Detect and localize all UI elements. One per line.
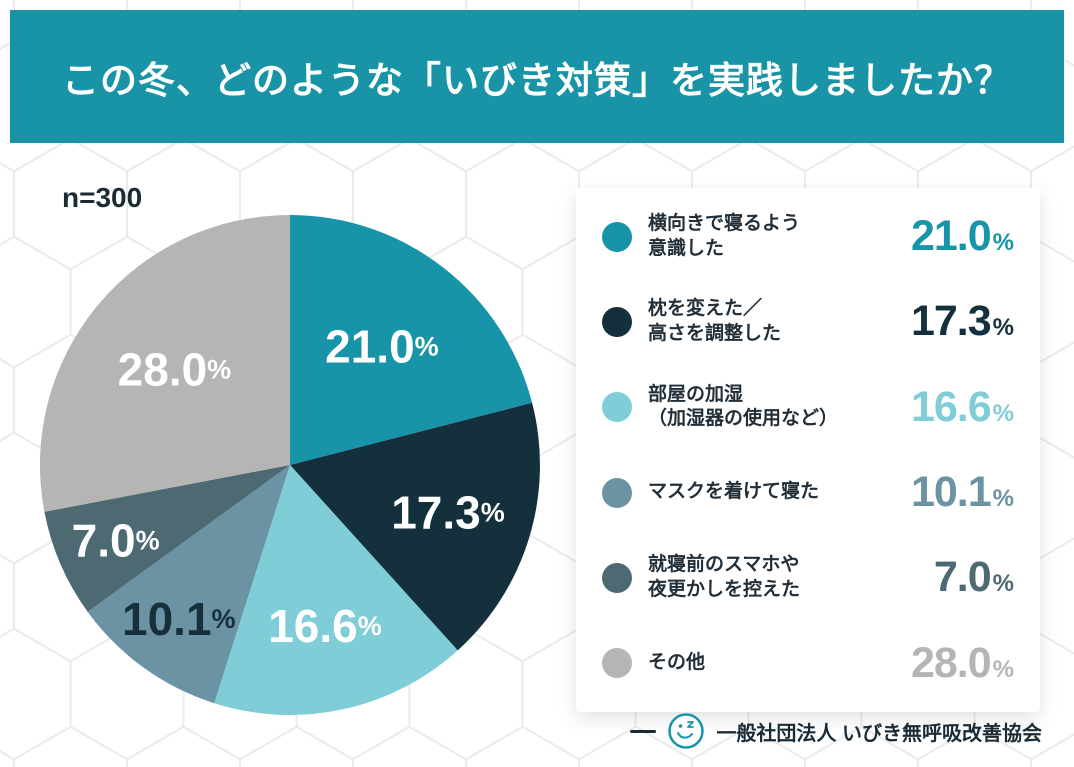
pie-slice-label: 17.3% (391, 487, 505, 539)
legend-percent-symbol: % (992, 399, 1014, 427)
legend-percent-number: 10.1 (910, 468, 992, 517)
pie-slice (290, 402, 540, 651)
legend-item-label: 部屋の加湿 （加湿器の使用など） (648, 383, 839, 430)
legend-item-value: 16.6% (911, 383, 1014, 432)
legend-card: 横向きで寝るよう 意識した 21.0% 枕を変えた／ 高さを調整した 17.3%… (576, 188, 1040, 712)
pie-slice-label: 10.1% (122, 593, 236, 645)
pie-slice (39, 215, 291, 512)
pie-slice-label: 7.0% (72, 515, 160, 567)
legend-percent-number: 28.0 (910, 638, 992, 687)
footer: 一般社団法人 いびき無呼吸改善協会 (630, 711, 1042, 751)
legend-percent-number: 21.0 (910, 212, 992, 261)
legend-item-value: 10.1% (911, 468, 1014, 517)
pie-slice (44, 465, 291, 612)
legend-item-label: 横向きで寝るよう 意識した (648, 212, 801, 259)
legend-percent-number: 16.6 (910, 382, 992, 431)
association-logo-icon (668, 713, 705, 749)
sample-size-label: n=300 (62, 182, 143, 213)
page-title: この冬、どのような「いびき対策」を実践しましたか？ (62, 59, 1012, 101)
legend-item-label: マスクを着けて寝た (648, 481, 820, 503)
legend-item-label: その他 (648, 651, 706, 673)
legend-percent-number: 7.0 (933, 553, 992, 602)
pie-chart: 21.0% 17.3% 16.6% 10.1% 7.0% 28.0% (39, 215, 540, 715)
legend-percent-number: 17.3 (910, 297, 992, 346)
legend-item-value: 28.0% (911, 639, 1014, 688)
legend-item-value: 17.3% (911, 297, 1014, 346)
legend-color-dot (602, 392, 632, 423)
legend-color-dot (602, 221, 632, 252)
pie-slice (87, 465, 290, 704)
header-banner: この冬、どのような「いびき対策」を実践しましたか？ (10, 10, 1064, 143)
legend-percent-symbol: % (992, 314, 1014, 342)
legend-item: 部屋の加湿 （加湿器の使用など） 16.6% (576, 365, 1040, 450)
pie-slice-label: 28.0% (118, 343, 232, 395)
legend-item: マスクを着けて寝た 10.1% (576, 450, 1040, 535)
pie-slice-label: 16.6% (268, 600, 382, 652)
legend-item-value: 21.0% (911, 212, 1014, 261)
legend-color-dot (602, 477, 632, 508)
pie-slice-label: 21.0% (325, 321, 439, 373)
legend-item: 横向きで寝るよう 意識した 21.0% (576, 194, 1040, 279)
legend-percent-symbol: % (992, 485, 1014, 513)
pie-slice (290, 215, 533, 465)
organization-name: 一般社団法人 いびき無呼吸改善協会 (716, 722, 1042, 745)
legend-color-dot (602, 306, 632, 337)
legend-item: 就寝前のスマホや 夜更かしを控えた 7.0% (576, 535, 1040, 620)
legend-percent-symbol: % (992, 229, 1014, 257)
legend-item-label: 就寝前のスマホや 夜更かしを控えた (648, 554, 801, 600)
legend-item: その他 28.0% (576, 621, 1040, 706)
legend-item: 枕を変えた／ 高さを調整した 17.3% (576, 279, 1040, 364)
legend-item-value: 7.0% (934, 553, 1014, 602)
legend-color-dot (602, 648, 632, 679)
legend-color-dot (602, 562, 632, 593)
footer-line (630, 729, 657, 733)
pie-slice (214, 465, 458, 715)
legend-percent-symbol: % (992, 570, 1014, 598)
legend-percent-symbol: % (992, 655, 1014, 683)
legend-item-label: 枕を変えた／ 高さを調整した (648, 298, 782, 344)
